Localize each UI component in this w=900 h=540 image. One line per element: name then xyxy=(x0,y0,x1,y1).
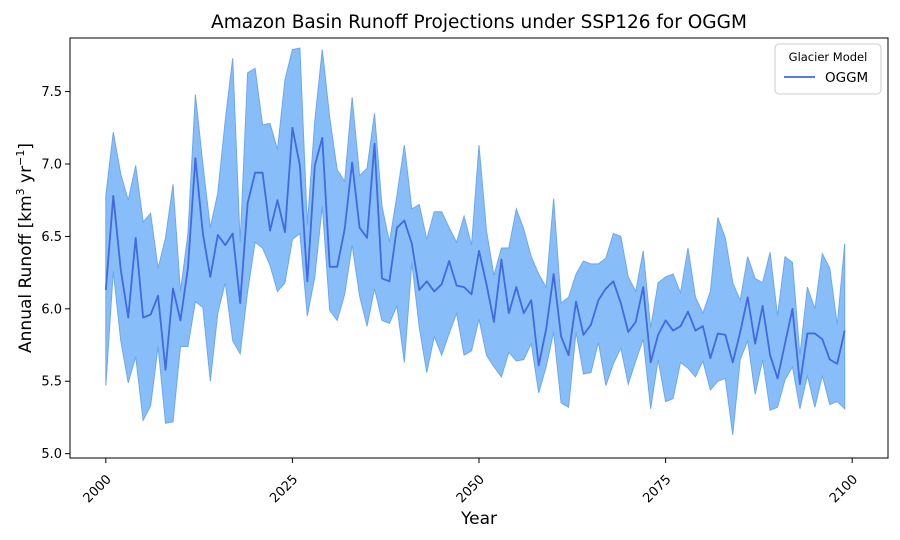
legend: Glacier Model OGGM xyxy=(774,43,882,95)
y-axis: 5.0 5.5 6.0 6.5 7.0 7.5 xyxy=(41,85,70,462)
chart-title: Amazon Basin Runoff Projections under SS… xyxy=(211,12,747,33)
y-tick-label: 5.5 xyxy=(41,375,62,390)
x-tick-label: 2050 xyxy=(454,472,488,506)
plot-area xyxy=(104,47,846,435)
x-tick-label: 2075 xyxy=(640,472,674,506)
y-tick-label: 7.5 xyxy=(41,85,62,100)
y-tick-label: 7.0 xyxy=(41,158,62,173)
x-tick-label: 2100 xyxy=(827,472,861,506)
y-tick-label: 6.0 xyxy=(41,302,62,317)
y-axis-label: Annual Runoff [km3 yr−1] xyxy=(14,143,36,353)
x-tick-label: 2025 xyxy=(267,472,301,506)
y-tick-label: 6.5 xyxy=(41,230,62,245)
x-axis: 2000 2025 2050 2075 2100 xyxy=(81,458,861,506)
legend-box xyxy=(774,43,882,95)
x-tick-label: 2000 xyxy=(81,472,115,506)
legend-entry-oggm: OGGM xyxy=(825,70,868,86)
y-tick-label: 5.0 xyxy=(41,447,62,462)
legend-title: Glacier Model xyxy=(789,50,868,64)
x-axis-label: Year xyxy=(460,509,497,529)
series-line-oggm xyxy=(104,126,846,386)
